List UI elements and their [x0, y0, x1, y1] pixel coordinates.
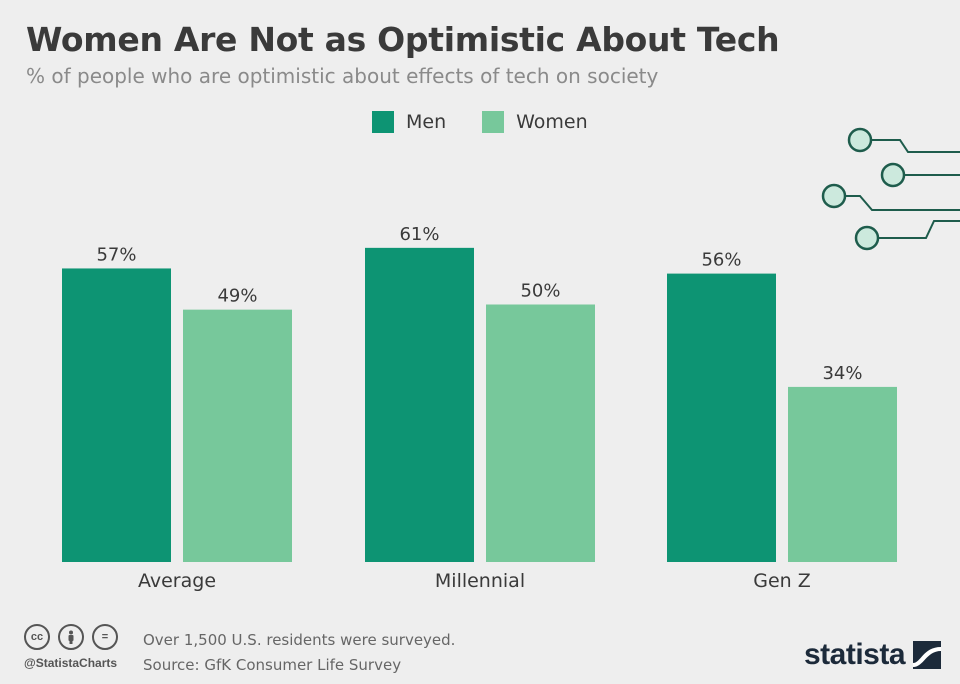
bar-men-gen-z: [667, 273, 776, 562]
data-label-women-average: 49%: [217, 286, 257, 307]
data-label-women-gen-z: 34%: [822, 363, 862, 384]
legend-label-women: Women: [516, 111, 588, 133]
data-label-men-gen-z: 56%: [701, 250, 741, 271]
bar-women-millennial: [486, 304, 595, 562]
brand-name: statista: [804, 638, 906, 671]
bar-men-average: [62, 268, 171, 562]
chart-subtitle: % of people who are optimistic about eff…: [26, 64, 659, 88]
x-tick-label-average: Average: [138, 570, 216, 592]
bar-women-average: [183, 309, 292, 562]
no-derivatives-icon: =: [92, 624, 118, 650]
statista-mark-icon: [913, 641, 942, 669]
bar-women-gen-z: [788, 386, 897, 562]
statista-logo: statista: [804, 638, 942, 672]
license-icons: cc =: [24, 624, 118, 650]
creative-commons-icon: cc: [24, 624, 50, 650]
source-note: Source: GfK Consumer Life Survey: [143, 656, 402, 674]
data-label-women-millennial: 50%: [520, 281, 560, 302]
bar-men-millennial: [365, 247, 474, 562]
footer-notes: Over 1,500 U.S. residents were surveyed.…: [143, 628, 455, 678]
legend-swatch-women: [482, 111, 505, 133]
legend: Men Women: [372, 111, 610, 133]
legend-swatch-men: [372, 111, 394, 133]
legend-item-men: Men: [372, 111, 446, 133]
chart-title: Women Are Not as Optimistic About Tech: [26, 20, 780, 59]
data-label-men-millennial: 61%: [399, 224, 439, 245]
x-tick-label-gen-z: Gen Z: [753, 570, 811, 592]
circuit-decoration-icon: [821, 127, 960, 251]
attribution-icon: [58, 624, 84, 650]
social-handle: @StatistaCharts: [24, 656, 118, 670]
legend-item-women: Women: [482, 111, 588, 133]
legend-label-men: Men: [406, 111, 447, 133]
x-tick-label-millennial: Millennial: [435, 570, 525, 592]
data-label-men-average: 57%: [96, 244, 136, 265]
survey-note: Over 1,500 U.S. residents were surveyed.: [143, 631, 456, 649]
